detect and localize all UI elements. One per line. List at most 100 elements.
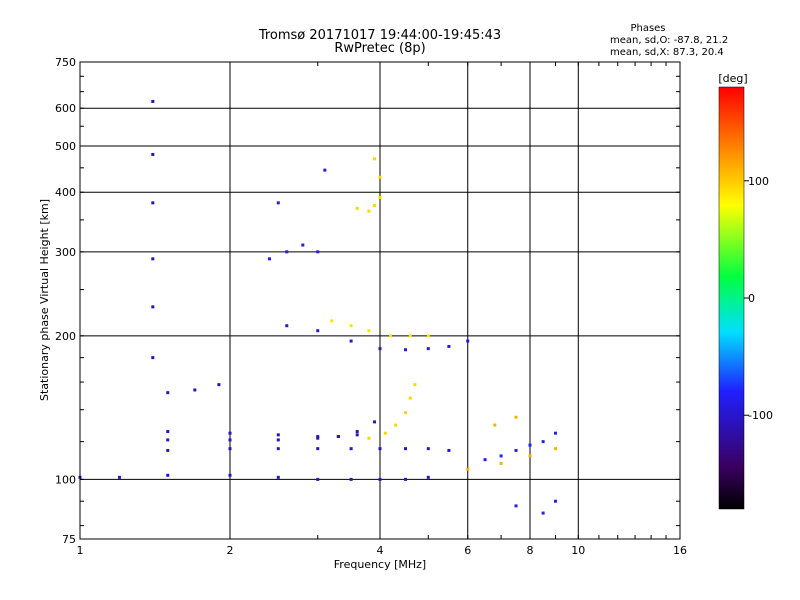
trace-point bbox=[528, 454, 532, 458]
trace-point bbox=[483, 458, 487, 462]
phases-x-mode: mean, sd,X: 87.3, 20.4 bbox=[610, 47, 724, 58]
trace-point bbox=[378, 175, 382, 179]
phases-heading: Phases bbox=[630, 23, 665, 34]
trace-point bbox=[514, 415, 518, 419]
trace-point bbox=[378, 195, 382, 199]
x-axis-label: Frequency [MHz] bbox=[334, 558, 426, 571]
trace-point bbox=[426, 347, 430, 351]
trace-point bbox=[403, 411, 407, 415]
y-tick-label: 500 bbox=[55, 140, 76, 153]
trace-point bbox=[276, 475, 280, 479]
y-tick-label: 300 bbox=[55, 246, 76, 259]
trace-point bbox=[355, 433, 359, 437]
trace-point bbox=[378, 347, 382, 351]
trace-point bbox=[553, 447, 557, 451]
trace-point bbox=[349, 447, 353, 451]
y-tick-label: 400 bbox=[55, 186, 76, 199]
trace-point bbox=[151, 305, 155, 309]
trace-point bbox=[528, 443, 532, 447]
trace-point bbox=[166, 473, 170, 477]
trace-point bbox=[355, 206, 359, 210]
trace-point bbox=[316, 250, 320, 254]
colorbar-tick-label: 0 bbox=[748, 292, 755, 305]
trace-point bbox=[166, 438, 170, 442]
x-tick-label: 4 bbox=[377, 544, 384, 557]
trace-point bbox=[378, 477, 382, 481]
trace-point bbox=[166, 391, 170, 395]
chart-subtitle: RwPretec (8p) bbox=[334, 41, 425, 56]
x-tick-label: 1 bbox=[77, 544, 84, 557]
trace-point bbox=[373, 157, 377, 161]
trace-point bbox=[367, 209, 371, 213]
trace-point bbox=[403, 447, 407, 451]
trace-point bbox=[316, 329, 320, 333]
trace-point bbox=[413, 383, 417, 387]
trace-point bbox=[316, 447, 320, 451]
x-tick-label: 10 bbox=[571, 544, 585, 557]
trace-f2-high-x bbox=[355, 157, 382, 213]
trace-point bbox=[426, 334, 430, 338]
trace-point bbox=[336, 435, 340, 439]
x-axis: 1 2 4 6 8 10 16 bbox=[77, 62, 687, 557]
colorbar-tick-label: 100 bbox=[748, 175, 769, 188]
y-axis-label: Stationary phase Virtual Height [km] bbox=[38, 199, 51, 401]
y-tick-label: 750 bbox=[55, 56, 76, 69]
trace-point bbox=[499, 461, 503, 465]
trace-point bbox=[355, 430, 359, 434]
trace-point bbox=[316, 435, 320, 439]
trace-point bbox=[166, 430, 170, 434]
colorbar-label: [deg] bbox=[718, 72, 747, 85]
trace-point bbox=[426, 475, 430, 479]
trace-point bbox=[408, 396, 412, 400]
trace-point bbox=[403, 477, 407, 481]
y-tick-label: 200 bbox=[55, 330, 76, 343]
trace-point bbox=[447, 448, 451, 452]
phases-box: Phases mean, sd,O: -87.8, 21.2 mean, sd,… bbox=[610, 23, 728, 58]
trace-point bbox=[466, 467, 470, 471]
trace-point bbox=[541, 440, 545, 444]
trace-point bbox=[228, 447, 232, 451]
y-axis: 75 100 200 300 400 500 600 750 bbox=[55, 56, 680, 546]
trace-point bbox=[267, 257, 271, 261]
trace-point bbox=[541, 511, 545, 515]
trace-point bbox=[285, 324, 289, 328]
x-tick-label: 8 bbox=[527, 544, 534, 557]
trace-point bbox=[426, 447, 430, 451]
chart-title: Tromsø 20171017 19:44:00-19:45:43 bbox=[258, 28, 501, 43]
trace-point bbox=[151, 152, 155, 156]
trace-point bbox=[330, 319, 334, 323]
trace-vertical-1-4-mhz bbox=[151, 99, 155, 360]
trace-f1-lower bbox=[166, 447, 451, 452]
colorbar: [deg] 100 0 -100 bbox=[718, 72, 773, 510]
colorbar-tick-label: -100 bbox=[748, 409, 773, 422]
phases-o-mode: mean, sd,O: -87.8, 21.2 bbox=[610, 35, 728, 46]
trace-point bbox=[553, 499, 557, 503]
trace-point bbox=[349, 339, 353, 343]
trace-high-freq-x bbox=[466, 415, 557, 471]
trace-point bbox=[117, 475, 121, 479]
grid-lines bbox=[80, 62, 680, 539]
trace-f1-upper bbox=[166, 383, 221, 395]
trace-point bbox=[394, 423, 398, 427]
trace-point bbox=[383, 431, 387, 435]
trace-point bbox=[493, 423, 497, 427]
trace-point bbox=[323, 168, 327, 172]
colorbar-ticks: 100 0 -100 bbox=[744, 175, 773, 422]
trace-spread-f bbox=[267, 168, 327, 261]
trace-point bbox=[151, 356, 155, 360]
trace-point bbox=[514, 504, 518, 508]
trace-point bbox=[349, 324, 353, 328]
trace-point bbox=[228, 473, 232, 477]
trace-point bbox=[151, 201, 155, 205]
trace-point bbox=[151, 257, 155, 261]
y-tick-label: 75 bbox=[62, 533, 76, 546]
trace-point bbox=[316, 477, 320, 481]
trace-point bbox=[373, 420, 377, 424]
trace-point bbox=[285, 250, 289, 254]
echo-traces bbox=[78, 99, 557, 515]
trace-point bbox=[276, 433, 280, 437]
trace-point bbox=[151, 99, 155, 103]
trace-point bbox=[276, 447, 280, 451]
x-tick-label: 16 bbox=[673, 544, 687, 557]
